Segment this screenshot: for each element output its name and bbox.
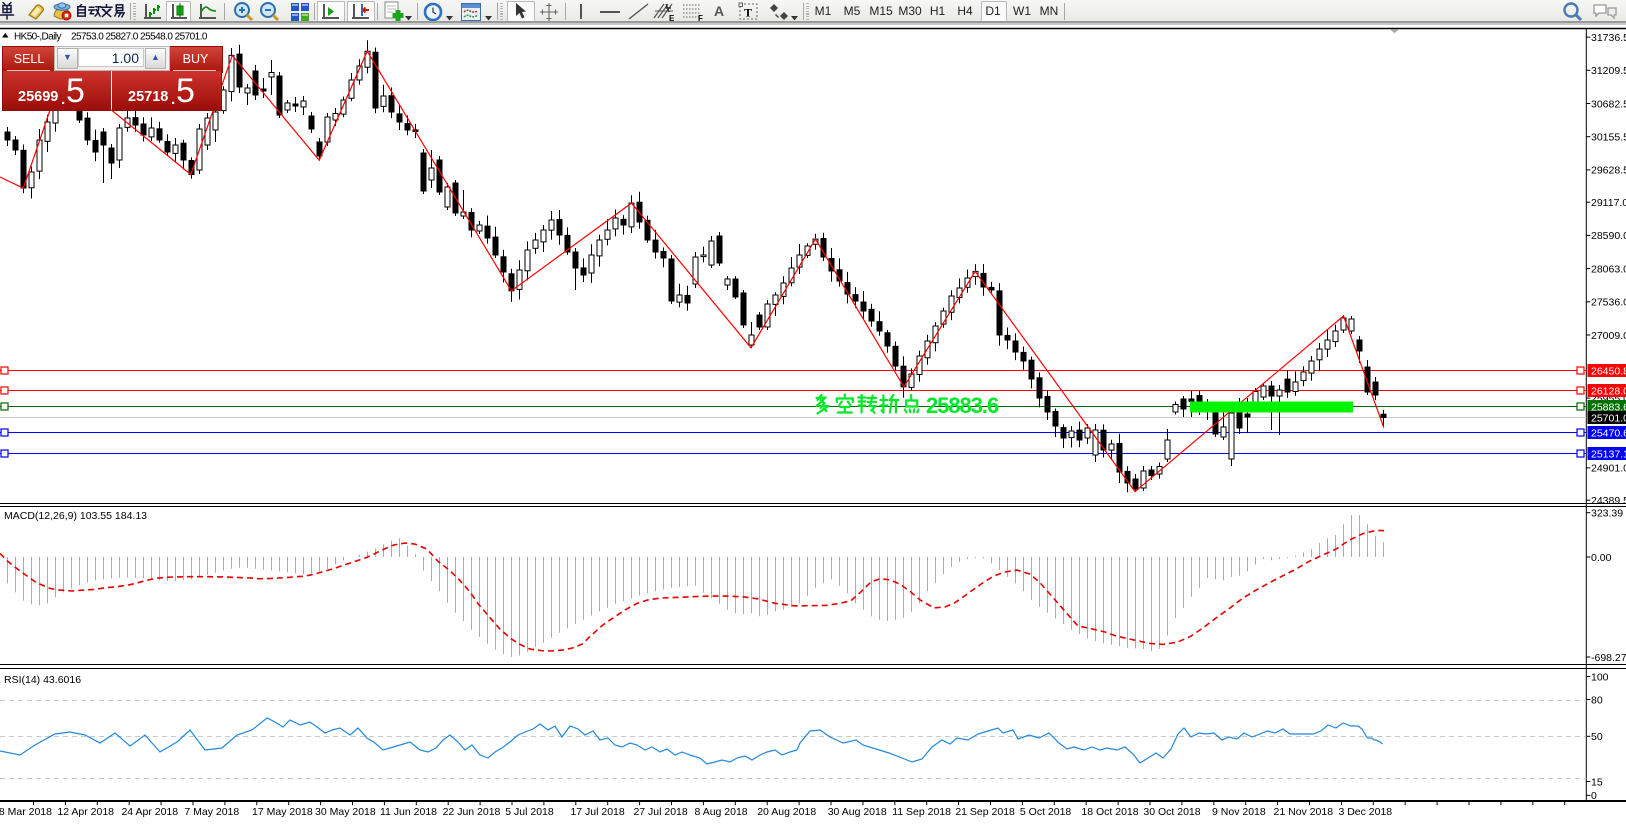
svg-text:HK50-,Daily: HK50-,Daily (14, 32, 61, 43)
svg-text:18 Oct 2018: 18 Oct 2018 (1081, 806, 1138, 818)
svg-text:25753.0 25827.0 25548.0 25701.: 25753.0 25827.0 25548.0 25701.0 (71, 32, 208, 43)
svg-text:11 Jun 2018: 11 Jun 2018 (380, 806, 437, 818)
svg-text:0: 0 (1591, 790, 1597, 802)
svg-text:80: 80 (1591, 694, 1603, 706)
svg-text:28 Mar 2018: 28 Mar 2018 (0, 806, 52, 818)
svg-text:12 Apr 2018: 12 Apr 2018 (57, 806, 114, 818)
svg-text:29628.5: 29628.5 (1591, 165, 1626, 177)
svg-text:T: T (744, 6, 752, 20)
svg-text:27009.0: 27009.0 (1591, 330, 1626, 342)
svg-text:F: F (698, 14, 703, 22)
svg-text:30 Oct 2018: 30 Oct 2018 (1143, 806, 1200, 818)
svg-text:30 May 2018: 30 May 2018 (315, 806, 376, 818)
svg-text:MACD(12,26,9) 103.55 184.13: MACD(12,26,9) 103.55 184.13 (4, 510, 147, 522)
svg-text:27 Jul 2018: 27 Jul 2018 (633, 806, 687, 818)
svg-text:17 Jul 2018: 17 Jul 2018 (570, 806, 624, 818)
svg-text:8 Aug 2018: 8 Aug 2018 (695, 806, 748, 818)
svg-text:9 Nov 2018: 9 Nov 2018 (1212, 806, 1266, 818)
svg-text:11 Sep 2018: 11 Sep 2018 (892, 806, 951, 818)
svg-text:3 Dec 2018: 3 Dec 2018 (1338, 806, 1392, 818)
svg-text:26450.8: 26450.8 (1591, 365, 1626, 377)
svg-text:15: 15 (1591, 776, 1603, 788)
svg-text:24901.0: 24901.0 (1591, 463, 1626, 475)
svg-text:30 Aug 2018: 30 Aug 2018 (828, 806, 887, 818)
svg-text:25137.1: 25137.1 (1591, 448, 1626, 460)
svg-text:20 Aug 2018: 20 Aug 2018 (757, 806, 816, 818)
svg-text:100: 100 (1591, 671, 1609, 683)
svg-text:24389.5: 24389.5 (1591, 495, 1626, 507)
svg-text:25470.6: 25470.6 (1591, 427, 1626, 439)
svg-text:27536.0: 27536.0 (1591, 297, 1626, 309)
svg-text:31736.5: 31736.5 (1591, 32, 1626, 44)
svg-text:17 May 2018: 17 May 2018 (252, 806, 313, 818)
svg-text:25883.6: 25883.6 (926, 393, 999, 418)
svg-text:22 Jun 2018: 22 Jun 2018 (443, 806, 501, 818)
svg-text:323.39: 323.39 (1591, 508, 1623, 520)
svg-text:5 Jul 2018: 5 Jul 2018 (505, 806, 554, 818)
svg-text:21 Nov 2018: 21 Nov 2018 (1274, 806, 1334, 818)
svg-text:26128.0: 26128.0 (1591, 385, 1626, 397)
svg-text:21 Sep 2018: 21 Sep 2018 (955, 806, 1015, 818)
svg-text:28590.0: 28590.0 (1591, 230, 1626, 242)
svg-text:28063.0: 28063.0 (1591, 263, 1626, 275)
svg-text:25701.0: 25701.0 (1591, 412, 1626, 424)
svg-text:50: 50 (1591, 731, 1603, 743)
svg-text:30155.5: 30155.5 (1591, 132, 1626, 144)
svg-text:30682.5: 30682.5 (1591, 98, 1626, 110)
svg-text:E: E (669, 14, 675, 22)
svg-text:0.00: 0.00 (1591, 552, 1612, 564)
svg-text:5 Oct 2018: 5 Oct 2018 (1020, 806, 1072, 818)
svg-text:25883.6: 25883.6 (1591, 401, 1626, 413)
svg-text:24 Apr 2018: 24 Apr 2018 (121, 806, 178, 818)
svg-text:31209.5: 31209.5 (1591, 65, 1626, 77)
svg-text:-698.27: -698.27 (1591, 652, 1626, 664)
svg-text:29117.0: 29117.0 (1591, 197, 1626, 209)
svg-text:7 May 2018: 7 May 2018 (184, 806, 239, 818)
svg-text:RSI(14) 43.6016: RSI(14) 43.6016 (4, 674, 81, 686)
